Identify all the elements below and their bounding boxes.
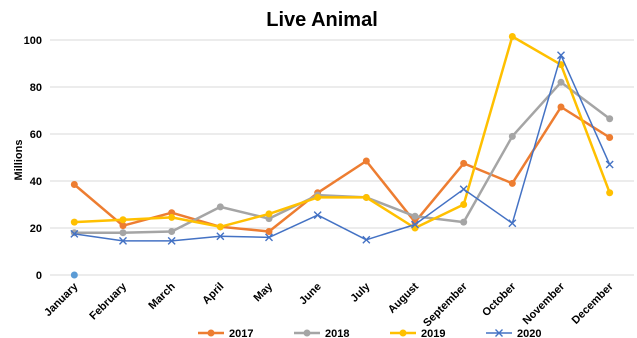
- x-tick-label: July: [348, 280, 373, 305]
- legend-marker: [207, 329, 215, 337]
- data-point: [606, 134, 614, 142]
- series-lines: [70, 32, 614, 279]
- data-point: [606, 189, 614, 197]
- series-2019: [70, 32, 614, 232]
- data-point: [216, 203, 224, 211]
- x-tick-label: April: [200, 281, 226, 307]
- x-tick-label: March: [146, 280, 178, 312]
- y-axis-title: Millions: [13, 140, 25, 181]
- data-point: [460, 201, 468, 208]
- legend-marker: [495, 329, 503, 337]
- data-point: [70, 229, 79, 238]
- x-axis: January February March April May June July Augu…: [42, 280, 616, 329]
- data-point: [557, 103, 565, 111]
- x-tick-label: September: [421, 280, 470, 329]
- y-tick-label: 100: [24, 35, 42, 47]
- data-point: [313, 211, 322, 220]
- legend-label: 2018: [325, 328, 349, 338]
- legend-item-2018: 2018: [294, 328, 349, 338]
- data-point: [605, 160, 614, 169]
- data-point: [70, 229, 78, 237]
- data-point: [362, 235, 371, 244]
- data-point: [119, 236, 127, 245]
- data-point: [70, 181, 78, 189]
- data-point: [168, 213, 176, 221]
- x-tick-label: January: [42, 280, 81, 319]
- legend-item-2020: 2020: [486, 328, 541, 338]
- x-tick-label: June: [297, 281, 324, 308]
- y-tick-label: 40: [30, 176, 42, 188]
- x-tick-label: October: [480, 280, 519, 319]
- data-point: [216, 232, 225, 241]
- data-point: [411, 220, 419, 229]
- legend: 2017 2018 2019 2020: [198, 328, 541, 338]
- x-tick-label: February: [87, 280, 129, 322]
- series-line: [73, 105, 611, 233]
- data-point: [362, 193, 370, 201]
- data-point: [508, 32, 516, 40]
- data-point: [557, 51, 565, 60]
- data-point: [459, 185, 468, 194]
- data-point: [119, 229, 127, 237]
- series-line: [74, 54, 611, 242]
- x-tick-label: December: [570, 280, 617, 327]
- y-tick-label: 80: [30, 82, 42, 94]
- data-point: [508, 132, 516, 140]
- data-point: [508, 219, 517, 228]
- data-point: [508, 179, 516, 187]
- legend-item-2017: 2017: [198, 328, 253, 338]
- gridlines: [50, 39, 634, 276]
- x-tick-label: May: [251, 280, 275, 304]
- data-point: [314, 193, 322, 201]
- legend-marker: [303, 329, 311, 337]
- data-point: [70, 218, 78, 226]
- data-point: [557, 78, 565, 86]
- extra-data-point: [70, 271, 78, 279]
- chart-title: Live Animal: [266, 9, 378, 31]
- data-point: [411, 212, 419, 220]
- legend-item-2019: 2019: [390, 328, 445, 338]
- legend-label: 2020: [517, 328, 541, 338]
- y-tick-label: 0: [36, 270, 42, 282]
- data-point: [167, 236, 176, 245]
- data-point: [265, 210, 273, 218]
- data-point: [216, 223, 224, 231]
- data-point: [265, 233, 273, 242]
- series-2017: [70, 103, 614, 236]
- series-2020: [70, 51, 614, 245]
- data-point: [460, 159, 468, 167]
- x-tick-label: November: [521, 280, 568, 327]
- legend-label: 2017: [229, 328, 253, 338]
- y-tick-label: 20: [30, 223, 42, 235]
- x-tick-label: August: [386, 280, 422, 316]
- legend-label: 2019: [421, 328, 445, 338]
- data-point: [168, 228, 176, 236]
- data-point: [119, 222, 127, 230]
- data-point: [362, 157, 370, 165]
- data-point: [460, 218, 468, 226]
- y-axis: 0 20 40 60 80 100: [24, 35, 42, 282]
- data-point: [119, 216, 127, 224]
- legend-marker: [399, 329, 407, 337]
- series-line: [74, 35, 611, 230]
- y-tick-label: 60: [30, 129, 42, 141]
- data-point: [606, 115, 614, 123]
- data-point: [265, 228, 273, 236]
